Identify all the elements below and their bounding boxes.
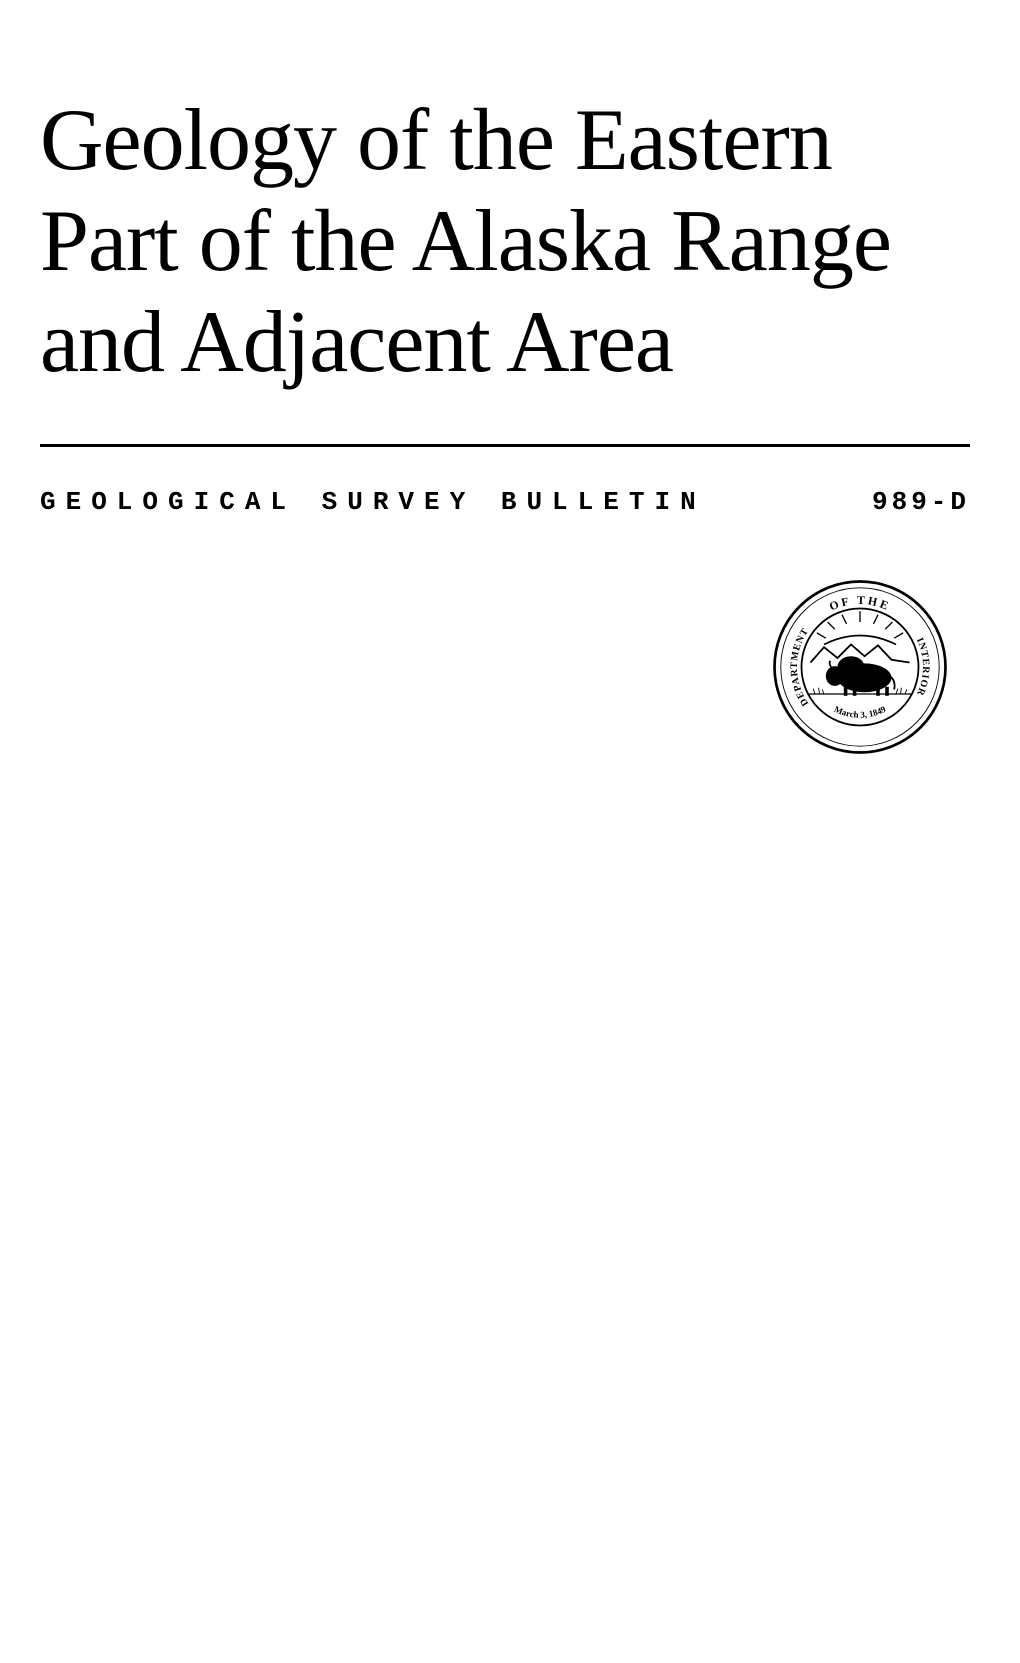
- department-seal-icon: OF THE DEPARTMENT INTERIOR March 3, 1849: [770, 577, 950, 757]
- seal-container: OF THE DEPARTMENT INTERIOR March 3, 1849: [40, 577, 970, 757]
- bulletin-number: 989-D: [872, 487, 970, 517]
- title-divider: [40, 444, 970, 447]
- svg-text:DEPARTMENT: DEPARTMENT: [789, 626, 811, 708]
- svg-text:OF THE: OF THE: [828, 593, 893, 613]
- bulletin-series: GEOLOGICAL SURVEY BULLETIN: [40, 487, 706, 517]
- document-title: Geology of the Eastern Part of the Alask…: [40, 90, 980, 394]
- svg-text:INTERIOR: INTERIOR: [914, 636, 931, 698]
- svg-text:March 3, 1849: March 3, 1849: [833, 703, 888, 719]
- subtitle-row: GEOLOGICAL SURVEY BULLETIN 989-D: [40, 487, 970, 517]
